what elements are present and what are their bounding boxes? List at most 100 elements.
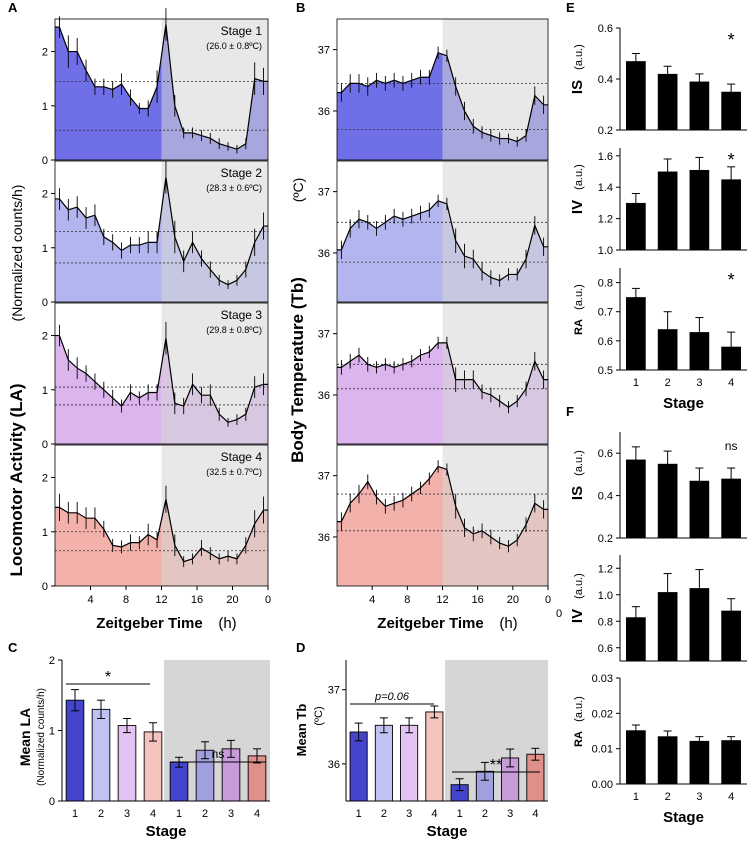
night-shading [442,445,548,586]
y-axis-title: RA [573,731,585,747]
bar [657,73,678,130]
y-tick-label: 0.8 [598,616,613,628]
x-tick-label: 2 [98,808,104,820]
bar [721,179,741,250]
x-tick-label: 3 [406,808,412,820]
x-axis-title: Zeitgeber Time [377,615,483,632]
stage-temperature: (29.8 ± 0.8ºC) [206,325,262,335]
bar [117,725,137,802]
plot-frame [336,302,549,445]
bar [626,459,646,538]
series-line [337,465,548,547]
y-tick-label: 0.2 [598,125,613,137]
y-tick-label: 0 [42,581,48,593]
panel-label-f: F [566,404,574,419]
x-tick-label: 1 [633,791,639,803]
x-tick-label: 2 [381,808,387,820]
y-axis-units: (a.u.) [573,164,585,190]
bar [349,731,368,802]
significance-marker: ns [212,747,225,761]
panel-b-stage-1: 36 37 [318,18,549,161]
y-tick-label: 36 [318,532,330,544]
y-tick-label: 1 [42,385,48,397]
x-tick-label: 12 [155,594,167,606]
y-tick-label: 0.2 [598,533,613,545]
panel-f-iv: 0.6 0.8 1.0 1.2 IV (a.u.) [569,555,747,662]
stage-temperature: (26.0 ± 0.8ºC) [206,41,262,51]
panel-b-stage-4: 36 37 [318,444,549,587]
x-tick-label: 3 [696,377,702,389]
plot-frame [54,18,269,161]
x-tick-label: 20 [226,594,238,606]
bar [657,592,678,661]
bar [169,761,189,802]
y-axis-units: (a.u.) [573,573,585,599]
series-line [337,342,548,408]
y-tick-label: 37 [328,685,340,697]
y-tick-label: 37 [318,329,330,341]
stage-label: Stage 1 [221,24,263,38]
y-axis-title: IS [569,486,586,500]
x-tick-label: 0 [265,594,271,606]
y-tick-label: 1 [42,527,48,539]
series-line [337,200,548,282]
y-tick-label: 1.6 [598,151,613,163]
panel-label-c: C [8,640,18,655]
x-tick-label: 4 [150,808,156,820]
y-tick-label: 0.6 [598,23,613,35]
significance-marker: * [105,669,111,686]
significance-marker: ns [725,439,738,453]
series-line [55,499,268,563]
y-tick-label: 1 [42,101,48,113]
y-tick-label: 0.4 [598,74,613,86]
x-axis-title: Stage [663,809,704,826]
series-line [337,51,548,143]
y-tick-label: 0 [42,297,48,309]
y-tick-label: 36 [318,106,330,118]
panel-d: 1 2 3 4 1 2 3 4 36 37 Stage [328,660,548,840]
x-tick-label: 4 [431,808,437,820]
bar [91,708,111,802]
x-tick-label: 4 [728,377,734,389]
panel-b-stage-2: 36 37 [318,160,549,303]
plot-frame [54,160,269,303]
y-axis-title: IS [569,80,586,94]
panel-b-stage-3: 36 37 [318,302,549,445]
y-tick-label: 0.5 [598,365,613,377]
y-axis-units: (a.u.) [573,450,585,476]
y-tick-label: 2 [42,189,48,201]
series-line [55,177,268,286]
y-tick-label: 36 [328,759,340,771]
bar [65,699,85,802]
series-line [55,24,268,150]
significance-marker: * [728,30,735,50]
x-tick-label: 4 [87,594,93,606]
panel-c: 1 2 3 4 1 2 3 4 0 1 2 Stage [49,655,270,840]
significance-marker: ** [490,757,502,774]
x-tick-label: 0 [545,594,551,606]
y-tick-label: 1.2 [598,563,613,575]
x-tick-label: 1 [356,808,362,820]
y-axis-title: Mean LA [17,708,33,766]
bar [689,332,710,370]
y-axis-title: Mean Tb [294,704,309,757]
x-tick-label: 1 [176,808,182,820]
bar [374,724,393,802]
x-axis-title: Zeitgeber Time [96,615,202,632]
y-tick-label: 0.00 [592,779,613,791]
y-tick-label: 0.8 [598,278,613,290]
plot-frame [336,18,549,161]
y-tick-label: 1.2 [598,214,613,226]
y-tick-label: 0.4 [598,491,613,503]
panel-label-b: B [296,0,305,15]
stage-label: Stage 2 [221,166,263,180]
x-tick-label: 3 [228,808,234,820]
bar [626,202,646,250]
y-tick-label: 1.4 [598,182,613,194]
x-tick-label: 12 [436,594,448,606]
y-axis-title: IV [569,200,586,214]
night-shading [442,161,548,302]
y-axis-units: (a.u.) [573,44,585,70]
x-tick-label: 3 [507,808,513,820]
